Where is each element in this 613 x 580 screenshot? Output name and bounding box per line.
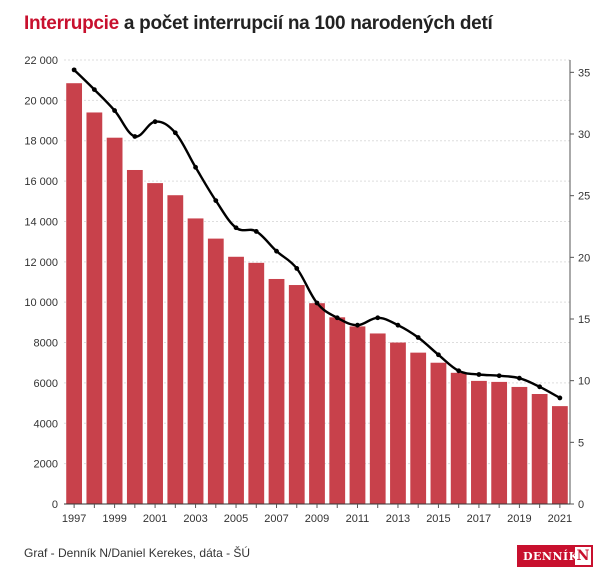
y-left-tick-label: 6000 [34, 378, 58, 390]
bar-2011 [349, 326, 366, 504]
line-point-1998 [91, 87, 97, 92]
line-point-2000 [132, 134, 138, 139]
y-left-tick-label: 22 000 [24, 55, 58, 67]
line-point-2012 [375, 315, 381, 321]
bar-2017 [471, 380, 487, 504]
x-tick-label-2017: 2017 [467, 513, 491, 525]
bar-2015 [430, 362, 447, 504]
bar-2014 [410, 352, 427, 504]
chart-title-rest: a počet interrupcií na 100 narodených de… [123, 13, 493, 34]
y-left-tick-label: 18 000 [24, 136, 58, 148]
bar-2009 [309, 303, 325, 504]
bar-2000 [126, 169, 143, 504]
line-point-2003 [193, 164, 198, 170]
line-point-2016 [456, 368, 462, 374]
line-point-2009 [314, 300, 320, 306]
y-left-tick-label: 10 000 [24, 297, 58, 309]
bar-2021 [551, 406, 568, 504]
y-left-tick-label: 14 000 [24, 216, 58, 228]
bar-1999 [106, 137, 123, 504]
line-point-2004 [213, 198, 219, 204]
bar-1997 [66, 83, 83, 504]
line-point-2010 [334, 315, 340, 321]
line-point-2008 [294, 266, 300, 271]
x-tick-label-1997: 1997 [62, 513, 86, 525]
line-point-2007 [274, 248, 279, 254]
bar-2004 [207, 238, 224, 505]
x-tick-label-1999: 1999 [102, 513, 126, 525]
bar-2018 [491, 381, 508, 504]
line-point-2017 [476, 372, 482, 377]
line-point-2014 [415, 335, 421, 340]
y-left-tick-label: 12 000 [24, 257, 58, 269]
y-left-tick-label: 2000 [34, 459, 58, 471]
footer-credit: Graf - Denník N/Daniel Kerekes, dáta - Š… [24, 546, 251, 560]
line-point-1999 [112, 108, 117, 113]
x-tick-label-2007: 2007 [264, 513, 288, 525]
y-right-tick-label: 5 [578, 437, 584, 449]
y-right-tick-label: 30 [578, 129, 590, 141]
bar-2002 [167, 195, 184, 504]
line-point-2018 [496, 373, 502, 379]
bar-2008 [288, 285, 305, 504]
bar-2003 [187, 218, 204, 504]
y-right-tick-label: 0 [578, 499, 584, 511]
x-tick-label-2021: 2021 [548, 513, 572, 525]
y-left-tick-label: 16 000 [24, 176, 58, 188]
line-point-2015 [436, 352, 441, 358]
bar-2005 [228, 256, 244, 504]
x-tick-label-2003: 2003 [183, 513, 207, 525]
line-point-2020 [537, 384, 543, 390]
line-point-2001 [152, 119, 158, 125]
bar-2020 [531, 394, 548, 504]
y-left-tick-label: 0 [52, 499, 58, 511]
bar-2010 [329, 317, 346, 504]
chart-title-accent: Interrupcie [24, 13, 119, 34]
line-point-1997 [71, 67, 77, 73]
line-point-2002 [172, 130, 178, 136]
bar-2013 [390, 342, 406, 504]
logo-word: DENNÍK [523, 549, 579, 563]
bar-2006 [248, 262, 265, 504]
y-right-tick-label: 10 [578, 376, 590, 388]
x-tick-label-2009: 2009 [305, 513, 329, 525]
x-tick-label-2013: 2013 [386, 513, 410, 525]
line-point-2021 [557, 395, 563, 401]
y-right-tick-label: 20 [578, 252, 590, 264]
bar-2016 [450, 372, 467, 504]
bar-2019 [511, 386, 528, 504]
x-tick-label-2015: 2015 [426, 513, 450, 525]
y-left-tick-label: 20 000 [24, 95, 58, 107]
y-right-tick-label: 25 [578, 191, 590, 203]
line-point-2019 [517, 375, 522, 381]
line-point-2005 [233, 225, 239, 231]
x-tick-label-2011: 2011 [346, 513, 370, 525]
y-right-tick-label: 15 [578, 314, 590, 326]
line-point-2013 [395, 322, 401, 328]
x-tick-label-2019: 2019 [507, 513, 531, 525]
x-tick-label-2001: 2001 [143, 513, 167, 525]
y-right-tick-label: 35 [578, 67, 590, 79]
dennik-n-logo: DENNÍK N [517, 545, 593, 567]
line-point-2011 [355, 322, 360, 328]
bar-2012 [369, 333, 386, 504]
bar-1998 [86, 112, 103, 505]
bar-2001 [147, 183, 163, 505]
chart-title: Interrupcie a počet interrupcií na 100 n… [24, 13, 493, 35]
bar-2007 [268, 278, 285, 504]
y-left-tick-label: 8000 [34, 338, 58, 350]
y-left-tick-label: 4000 [34, 418, 58, 430]
x-tick-label-2005: 2005 [224, 513, 248, 525]
line-point-2006 [253, 229, 259, 234]
logo-n-mark: N [575, 547, 591, 565]
